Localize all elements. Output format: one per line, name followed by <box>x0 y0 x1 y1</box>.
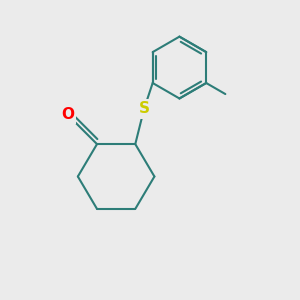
Text: S: S <box>139 101 150 116</box>
Text: O: O <box>61 107 74 122</box>
